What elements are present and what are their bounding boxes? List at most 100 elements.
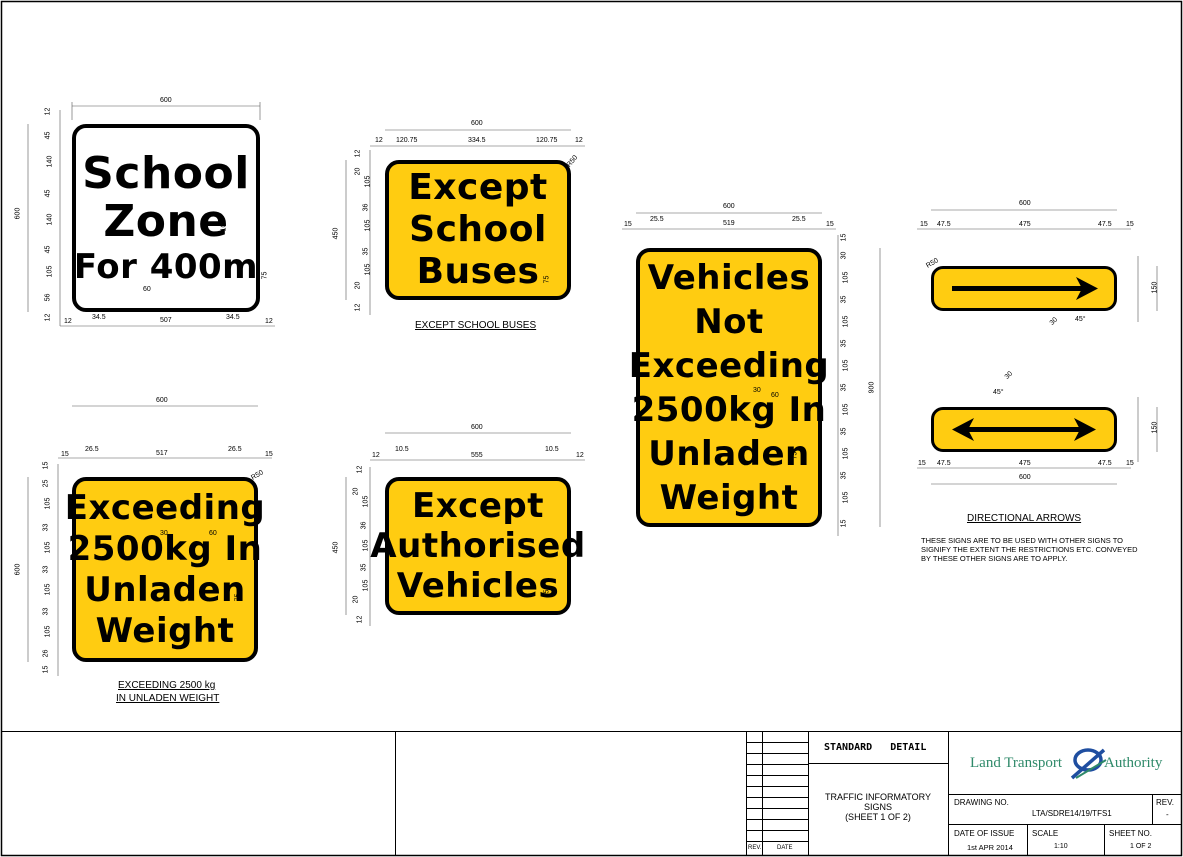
date-of-issue-value: 1st APR 2014: [967, 843, 1013, 852]
title-line: SIGNS: [863, 802, 892, 812]
dim-border: 15: [1126, 460, 1134, 467]
right-arrow-sign: [931, 266, 1117, 311]
double-arrow-sign: [931, 407, 1117, 452]
dim: 20: [352, 487, 360, 496]
dim-border: 15: [920, 221, 928, 228]
dim: 105: [362, 495, 370, 508]
note-line: SIGNIFY THE EXTENT THE RESTRICTIONS ETC.…: [921, 545, 1138, 554]
sign-line: Exceeding: [628, 345, 830, 386]
scale-value: 1:10: [1054, 843, 1068, 850]
dim-margin: 34.5: [92, 314, 106, 321]
dim: 36: [360, 521, 368, 530]
dim: 105: [364, 175, 372, 188]
dim-char-gap: 30: [753, 387, 761, 394]
dim: 105: [842, 315, 850, 328]
dim-char-height: 75: [791, 451, 799, 460]
sign-line: Weight: [95, 611, 235, 651]
dim-inner: 555: [471, 452, 483, 459]
dim-inner: 475: [1019, 221, 1031, 228]
dim-inner-width: 507: [160, 317, 172, 324]
sign-line: Weight: [659, 477, 799, 518]
dim: 56: [44, 293, 52, 302]
standard-detail-label: STANDARD DETAIL: [824, 742, 927, 753]
dim: 12: [354, 303, 362, 312]
dim-char-height: 75: [543, 589, 551, 598]
sign-line: School: [82, 148, 250, 199]
dim-char-height: 100: [220, 219, 228, 232]
dim-inner: 334.5: [468, 137, 486, 144]
dim: 35: [840, 471, 848, 480]
title-line: (SHEET 1 OF 2): [845, 812, 911, 822]
vehicles-vertical-dims: 15 30 105 35 105 35 105 35 105 35 105 35…: [840, 234, 854, 534]
dim-margin: 120.75: [536, 137, 558, 144]
sign-caption: EXCEPT SCHOOL BUSES: [415, 320, 537, 331]
drawing-no-value: LTA/SDRE14/19/TFS1: [1032, 809, 1112, 818]
sign-caption: IN UNLADEN WEIGHT: [116, 693, 220, 704]
dim-border: 12: [375, 137, 383, 144]
sheet-no-value: 1 OF 2: [1130, 843, 1152, 850]
dim: 15: [42, 665, 50, 674]
sheet-no-label: SHEET NO.: [1109, 829, 1152, 838]
dim-angle: 45°: [1075, 316, 1086, 323]
dim-border: 15: [61, 451, 69, 458]
dim-char-gap: 30: [160, 530, 168, 537]
dim-border: 15: [624, 221, 632, 228]
dim-height: 450: [332, 541, 340, 554]
dim: 140: [46, 213, 54, 226]
dim: 15: [42, 461, 50, 470]
exceeding-2500kg-sign: Exceeding 2500kg In Unladen Weight: [65, 477, 265, 662]
dim: 105: [362, 539, 370, 552]
dim-inner: 519: [723, 220, 735, 227]
dim-border: 15: [265, 451, 273, 458]
dim-border: 15: [918, 460, 926, 467]
date-column-label: DATE: [777, 845, 793, 851]
dim-width: 600: [1019, 200, 1031, 207]
dim-height: 150: [1151, 281, 1159, 294]
dim: 30: [840, 251, 848, 260]
dim-width: 600: [723, 203, 735, 210]
dim-inner: 517: [156, 450, 168, 457]
dim-angle: 45°: [993, 389, 1004, 396]
dim: 45: [44, 131, 52, 140]
dim: 105: [842, 271, 850, 284]
lta-emblem-icon: [1070, 748, 1107, 780]
dim: 12: [356, 615, 364, 624]
dim-height: 600: [14, 207, 22, 220]
exceeding-vertical-dims: 15 25 105 33 105 33 105 33 105 26 15: [42, 462, 56, 677]
except-buses-vertical-dims: 12 20 105 36 105 35 105 20 12: [354, 150, 372, 320]
dim-border: 15: [826, 221, 834, 228]
dim-border: 15: [1126, 221, 1134, 228]
except-authorised-vertical-dims: 12 20 105 36 105 35 105 20 12: [352, 466, 370, 628]
dim-border: 12: [372, 452, 380, 459]
dim: 105: [44, 625, 52, 638]
drawing-title: TRAFFIC INFORMATORY SIGNS (SHEET 1 OF 2): [808, 792, 948, 822]
dim: 25: [42, 479, 50, 488]
except-authorised-vehicles-sign: Except Authorised Vehicles: [370, 477, 585, 615]
dim: 105: [44, 541, 52, 554]
dim: 105: [46, 265, 54, 278]
dim-char-gap: 60: [143, 286, 151, 293]
dim-border: 12: [576, 452, 584, 459]
dim-char-height: 75: [261, 271, 269, 280]
title-block: REV. DATE STANDARD DETAIL TRAFFIC INFORM…: [2, 731, 1181, 856]
dim: 35: [360, 563, 368, 572]
dim-height: 150: [1151, 421, 1159, 434]
vehicles-not-exceeding-sign: Vehicles Not Exceeding 2500kg In Unladen…: [629, 248, 829, 527]
dim: 105: [44, 497, 52, 510]
sign-line: Unladen: [84, 570, 246, 610]
sign-line: Except: [408, 167, 548, 208]
dim-height: 600: [14, 563, 22, 576]
dim: 105: [842, 491, 850, 504]
dim: 26: [42, 649, 50, 658]
dim: 105: [842, 403, 850, 416]
dim: 35: [840, 295, 848, 304]
sign-line: Except: [412, 486, 544, 526]
sign-line: Vehicles: [396, 566, 560, 606]
dim: 33: [42, 607, 50, 616]
dim: 20: [354, 167, 362, 176]
dim-char-height: 75: [234, 593, 242, 602]
dim-height: 450: [332, 227, 340, 240]
dim: 140: [46, 155, 54, 168]
lta-logo: Land Transport Authority: [948, 732, 1181, 794]
